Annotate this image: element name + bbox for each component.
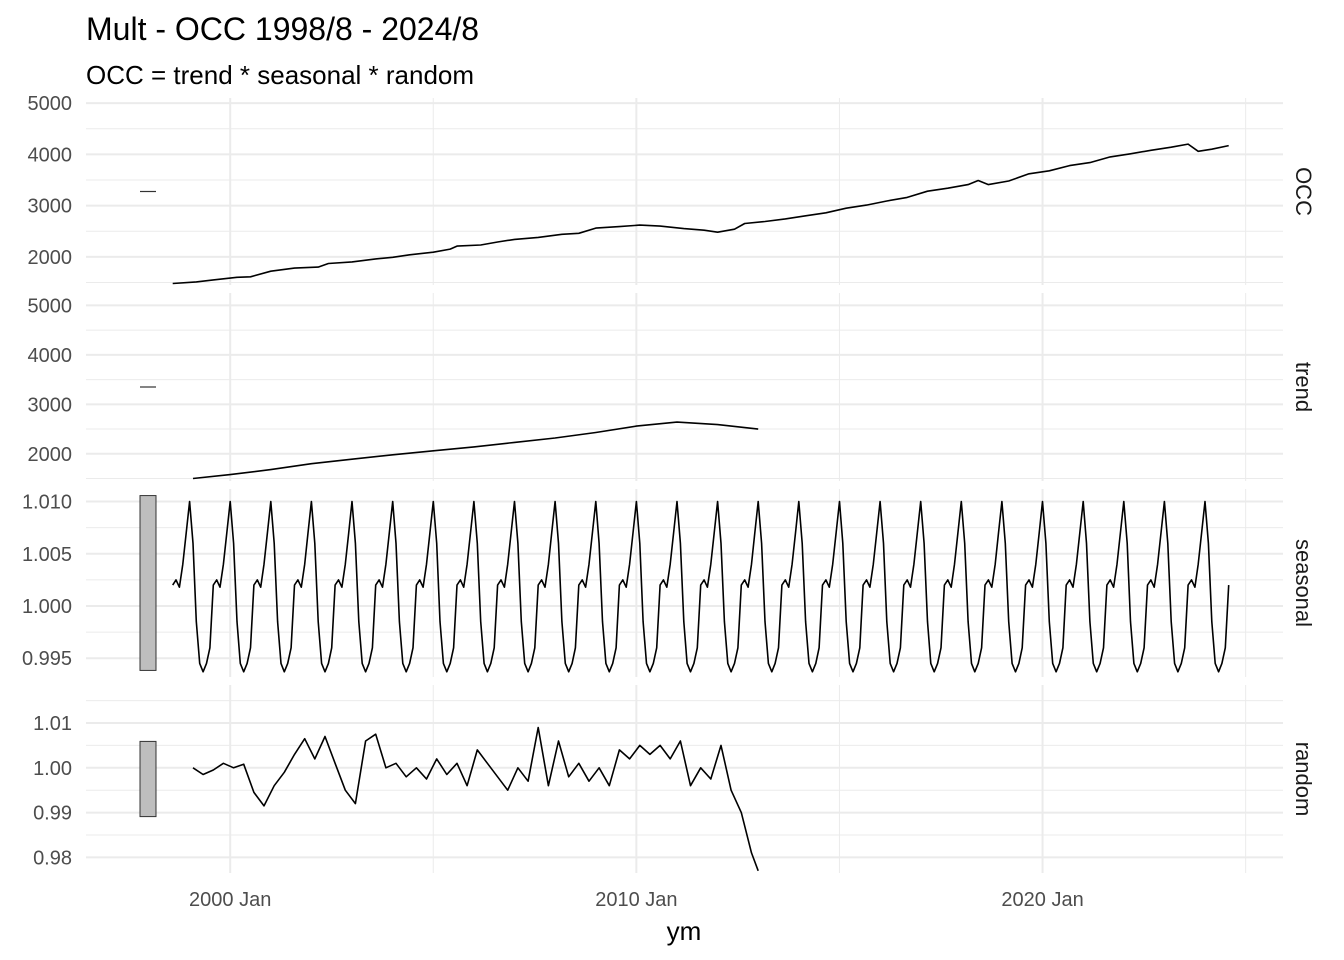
grid-OCC	[86, 98, 1283, 285]
series-line-seasonal	[172, 500, 1230, 673]
y-tick-label-OCC: 4000	[28, 144, 73, 166]
strip-label-trend: trend	[1291, 362, 1316, 412]
y-tick-label-trend: 3000	[28, 394, 73, 416]
panel-OCC: 2000 3000 4000 5000 OCC	[28, 93, 1316, 285]
y-tick-label-trend: 5000	[28, 295, 73, 317]
y-tick-label-seasonal: 1.005	[22, 544, 72, 566]
y-tick-label-seasonal: 0.995	[22, 648, 72, 670]
grid-trend	[86, 293, 1283, 481]
x-axis-title: ym	[667, 916, 702, 946]
y-tick-label-OCC: 3000	[28, 196, 73, 218]
y-tick-label-OCC: 5000	[28, 93, 73, 115]
panel-random: 0.98 0.99 1.00 1.01 random	[33, 685, 1316, 873]
scale-bar-random	[139, 740, 157, 818]
series-line-trend	[192, 421, 759, 480]
series-line-random	[192, 726, 759, 872]
strip-label-random: random	[1291, 742, 1316, 817]
y-tick-label-random: 0.99	[33, 803, 72, 825]
y-tick-label-random: 1.00	[33, 758, 72, 780]
scale-bar-seasonal	[139, 495, 157, 671]
x-tick-label: 2010 Jan	[595, 889, 677, 911]
grid-random	[86, 685, 1283, 873]
x-tick-label: 2000 Jan	[189, 889, 271, 911]
strip-label-OCC: OCC	[1291, 167, 1316, 216]
y-tick-label-seasonal: 1.000	[22, 596, 72, 618]
chart-subtitle: OCC = trend * seasonal * random	[86, 60, 474, 90]
chart-title: Mult - OCC 1998/8 - 2024/8	[86, 11, 479, 47]
x-axis: 2000 Jan 2010 Jan 2020 Jan	[189, 889, 1084, 911]
panel-seasonal: 0.995 1.000 1.005 1.010 seasonal	[22, 489, 1316, 677]
panel-trend: 2000 3000 4000 5000 trend	[28, 293, 1316, 481]
y-tick-label-random: 1.01	[33, 713, 72, 735]
strip-label-seasonal: seasonal	[1291, 539, 1316, 627]
panels: 2000 3000 4000 5000 OCC 2000 3000 4000 5000 trend…	[22, 93, 1316, 873]
y-tick-label-trend: 4000	[28, 345, 73, 367]
y-tick-label-trend: 2000	[28, 444, 73, 466]
series-line-OCC	[172, 143, 1229, 285]
x-tick-label: 2020 Jan	[1001, 889, 1083, 911]
y-tick-label-OCC: 2000	[28, 247, 73, 269]
y-tick-label-seasonal: 1.010	[22, 492, 72, 514]
y-tick-label-random: 0.98	[33, 847, 72, 869]
